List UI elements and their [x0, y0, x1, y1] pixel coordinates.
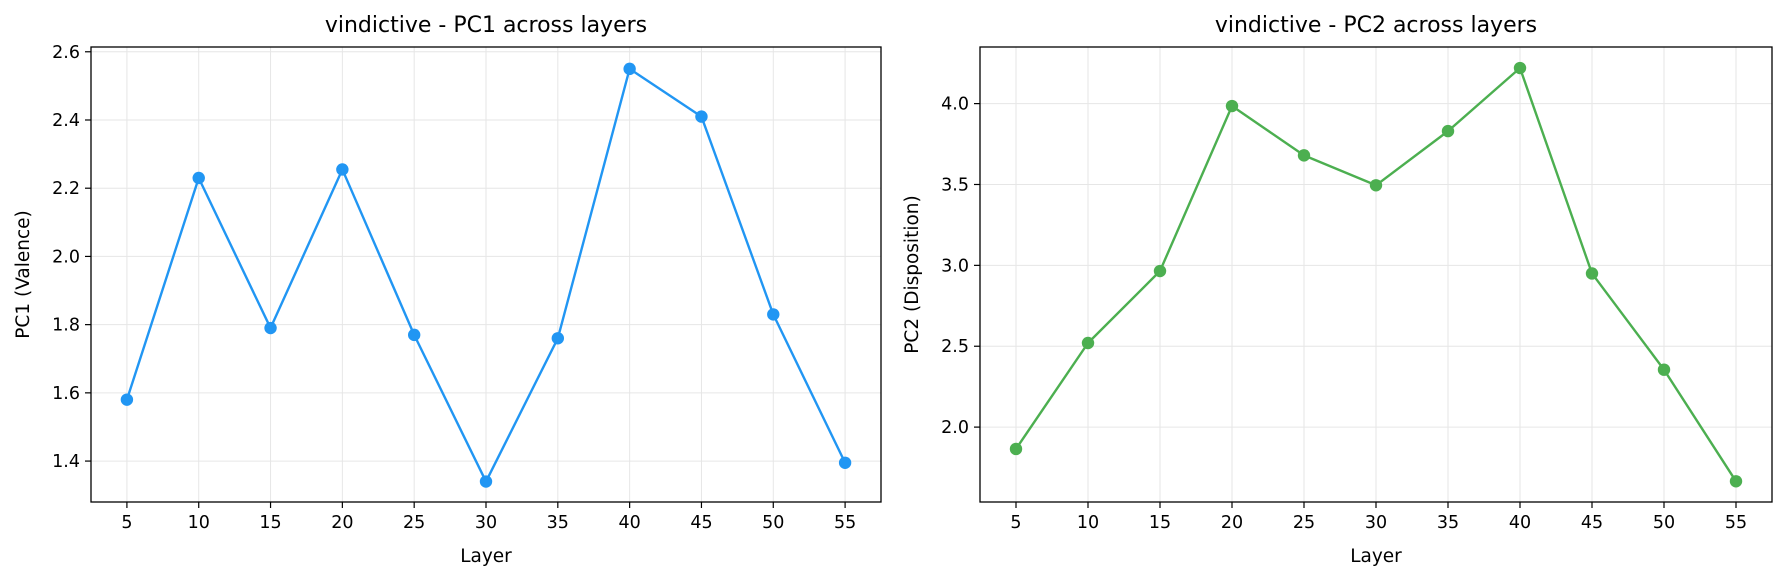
pc2-y-tick-label: 3.0 — [941, 256, 969, 276]
pc1-data-point — [551, 332, 565, 345]
pc2-data-point — [1153, 264, 1167, 278]
pc2-data-point — [1585, 267, 1599, 280]
pc1-y-tick-label: 1.4 — [52, 452, 80, 472]
pc2-y-tick-label: 2.5 — [941, 337, 969, 357]
pc2-data-point — [1081, 336, 1095, 350]
pc2-data-point — [1657, 363, 1671, 376]
pc2-x-tick-label: 55 — [1725, 513, 1747, 533]
pc1-data-point — [264, 321, 277, 335]
pc1-x-axis-label: Layer — [460, 546, 512, 567]
pc2-data-point — [1729, 475, 1743, 488]
pc1-data-point — [838, 456, 852, 469]
pc1-data-point — [695, 110, 708, 123]
pc1-data-point — [623, 62, 636, 76]
pc2-x-tick-label: 5 — [1010, 513, 1021, 533]
pc2-plot-frame — [979, 46, 1773, 503]
pc1-y-tick-label: 1.6 — [52, 384, 80, 404]
pc1-x-tick-label: 15 — [259, 513, 281, 533]
pc2-x-axis-label: Layer — [1350, 546, 1402, 567]
pc1-x-tick-label: 20 — [331, 513, 353, 533]
pc1-x-tick-label: 30 — [475, 513, 497, 533]
pc1-x-tick-label: 35 — [547, 513, 569, 533]
pc2-data-point — [1369, 179, 1383, 192]
pc2-x-tick-label: 20 — [1221, 513, 1243, 533]
pc2-x-tick-label: 50 — [1653, 513, 1675, 533]
chart-pc2-panel: 5 10 15 20 25 30 35 40 45 50 55 2.0 2.5 3.0 3.5 4.0 vind… — [902, 13, 1773, 567]
pc1-plot-frame — [90, 46, 882, 503]
pc2-x-tick-label: 10 — [1077, 513, 1099, 533]
pc1-y-tick-label: 2.4 — [52, 111, 80, 131]
pc2-data-point — [1009, 442, 1023, 456]
pc2-data-point — [1513, 61, 1527, 75]
pc2-y-tick-label: 2.0 — [941, 418, 969, 438]
pc1-chart-title: vindictive - PC1 across layers — [325, 13, 647, 38]
pc2-chart-title: vindictive - PC2 across layers — [1215, 13, 1537, 38]
pc2-x-tick-label: 45 — [1581, 513, 1603, 533]
pc1-x-tick-label: 10 — [188, 513, 210, 533]
pc2-x-tick-label: 30 — [1365, 513, 1387, 533]
pc1-y-tick-label: 2.6 — [52, 43, 80, 63]
pc2-data-point — [1297, 149, 1311, 162]
pc1-x-tick-label: 5 — [121, 513, 132, 533]
pc1-data-point — [407, 328, 421, 342]
pc1-x-tick-label: 25 — [403, 513, 425, 533]
pc1-data-point — [767, 308, 780, 321]
pc2-x-tick-label: 35 — [1437, 513, 1459, 533]
pc2-y-axis-label: PC2 (Disposition) — [902, 195, 923, 353]
pc1-data-point — [120, 393, 134, 406]
pc1-x-tick-label: 45 — [690, 513, 712, 533]
pc1-y-tick-label: 2.0 — [52, 247, 80, 267]
pc1-x-tick-label: 40 — [618, 513, 640, 533]
pc2-x-tick-label: 25 — [1293, 513, 1315, 533]
pc2-y-tick-label: 4.0 — [941, 95, 969, 115]
pc1-x-tick-label: 55 — [834, 513, 856, 533]
pc2-y-tick-label: 3.5 — [941, 175, 969, 195]
pc1-data-point — [192, 171, 205, 185]
pc1-data-point — [336, 163, 349, 176]
chart-pc1-panel: 5 10 15 20 25 30 35 40 45 50 55 1.4 1.6 1.8 2.0 2.2 2.4 2… — [13, 13, 882, 567]
pc1-y-tick-label: 1.8 — [52, 316, 80, 336]
pc1-y-axis-label: PC1 (Valence) — [13, 210, 34, 339]
pc1-data-point — [479, 475, 493, 488]
pc1-x-tick-label: 50 — [762, 513, 784, 533]
pc2-data-point — [1225, 99, 1239, 113]
pc2-x-tick-label: 15 — [1149, 513, 1171, 533]
pc2-data-point — [1441, 124, 1455, 138]
pc2-x-tick-label: 40 — [1509, 513, 1531, 533]
pc1-y-tick-label: 2.2 — [52, 179, 80, 199]
